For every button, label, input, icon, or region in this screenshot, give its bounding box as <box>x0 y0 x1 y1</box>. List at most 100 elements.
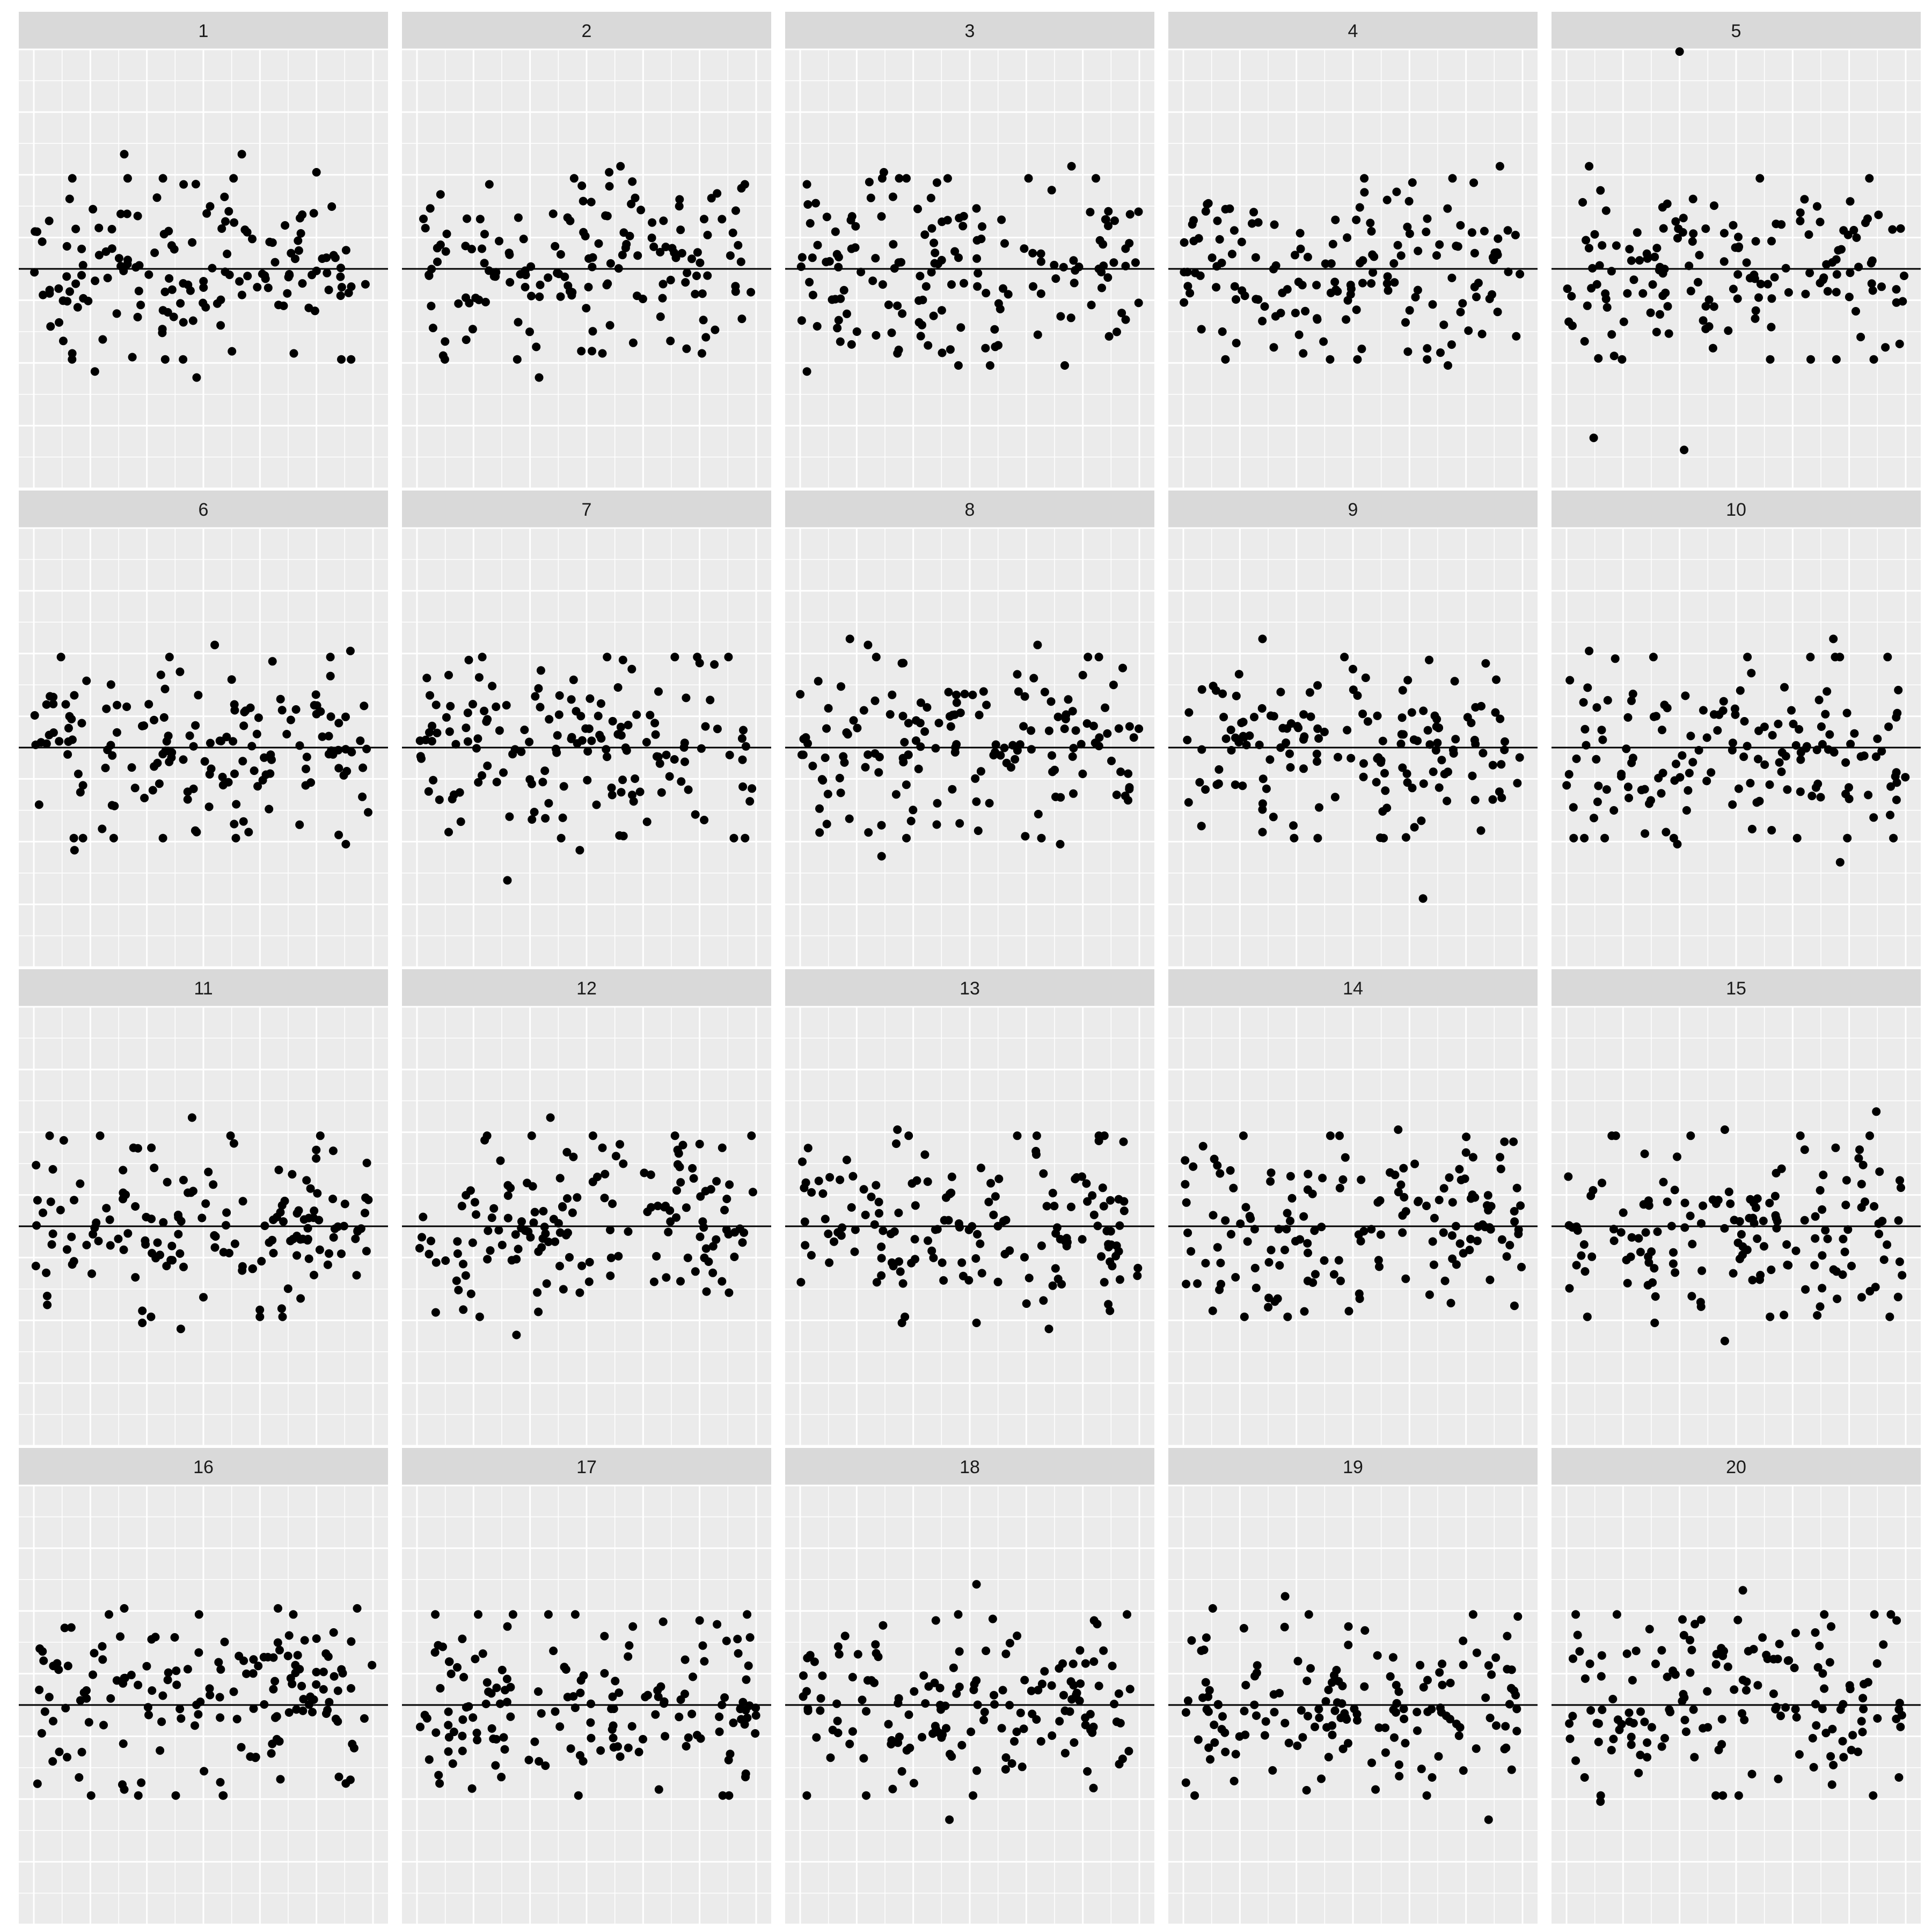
data-point <box>1217 1725 1226 1734</box>
data-point <box>1472 1648 1481 1657</box>
data-point <box>62 1245 71 1254</box>
data-point <box>1034 810 1043 818</box>
data-point <box>1423 1707 1432 1716</box>
data-point <box>1447 340 1456 349</box>
data-point <box>577 736 587 745</box>
data-point <box>935 1701 945 1710</box>
data-point <box>67 1623 76 1632</box>
data-point <box>121 1190 130 1199</box>
data-point <box>640 1168 649 1177</box>
data-point <box>921 1699 930 1708</box>
data-point <box>1895 1257 1904 1267</box>
data-point <box>1221 1216 1230 1225</box>
data-point <box>1843 1225 1853 1234</box>
data-point <box>130 784 140 793</box>
data-point <box>1837 245 1846 254</box>
data-point <box>1898 1271 1907 1280</box>
data-point <box>1218 1712 1227 1721</box>
data-point <box>61 700 70 709</box>
data-point <box>1201 1258 1210 1268</box>
data-point <box>341 745 350 754</box>
data-point <box>1221 204 1230 214</box>
data-point <box>299 1695 308 1704</box>
data-point <box>1496 1153 1504 1162</box>
data-point <box>1107 1240 1116 1249</box>
data-point <box>424 787 433 796</box>
data-point <box>1597 726 1606 735</box>
data-point <box>1609 1225 1618 1234</box>
data-point <box>194 1610 203 1619</box>
data-point <box>1832 270 1841 279</box>
data-point <box>45 1131 54 1140</box>
data-point <box>251 1753 260 1762</box>
data-point <box>1276 687 1285 697</box>
data-point <box>884 1719 893 1729</box>
data-point <box>243 228 252 237</box>
data-point <box>76 1696 85 1705</box>
data-point <box>492 778 501 787</box>
data-point <box>1468 1610 1477 1619</box>
data-point <box>751 1729 760 1738</box>
data-point <box>1234 670 1243 679</box>
data-point <box>1684 786 1693 795</box>
data-point <box>221 217 230 226</box>
data-point <box>1816 793 1825 802</box>
data-point <box>169 312 178 321</box>
data-point <box>1501 737 1509 746</box>
data-point <box>255 1312 265 1321</box>
data-point <box>462 293 470 302</box>
data-point <box>1497 760 1506 769</box>
data-point <box>1112 791 1121 800</box>
data-point <box>810 1657 819 1666</box>
data-point <box>1116 767 1125 777</box>
data-point <box>1865 1287 1875 1296</box>
data-point <box>1429 1260 1438 1269</box>
data-point <box>682 693 691 702</box>
data-point <box>889 1262 898 1271</box>
data-point <box>150 248 159 257</box>
data-point <box>679 743 689 752</box>
data-point <box>1854 262 1863 272</box>
data-point <box>331 253 340 262</box>
data-point <box>563 1693 572 1702</box>
data-point <box>1873 1714 1882 1723</box>
data-point <box>868 276 877 286</box>
data-point-extreme <box>1831 1143 1840 1152</box>
data-point <box>503 1213 513 1223</box>
data-point <box>872 1278 881 1287</box>
data-point <box>1804 230 1813 239</box>
data-point <box>39 1656 48 1665</box>
data-point <box>734 1649 743 1658</box>
data-point <box>808 762 817 771</box>
data-point <box>1338 1175 1348 1184</box>
data-point-extreme <box>1596 1797 1605 1806</box>
data-point <box>478 244 486 253</box>
data-point <box>470 1198 479 1207</box>
data-point <box>736 257 745 266</box>
data-point <box>744 1661 753 1670</box>
data-point <box>264 283 273 292</box>
data-point <box>1641 1228 1650 1237</box>
data-point <box>311 690 320 699</box>
data-point <box>676 225 685 235</box>
data-point <box>586 694 595 703</box>
data-point <box>286 1674 295 1683</box>
data-point <box>1032 1715 1041 1724</box>
data-point <box>1283 1312 1292 1321</box>
data-point <box>731 206 740 215</box>
data-point <box>1789 720 1798 728</box>
data-point <box>834 262 843 272</box>
data-point <box>567 733 576 742</box>
data-point <box>1463 713 1472 722</box>
data-point <box>162 1262 171 1270</box>
data-point <box>1847 1746 1856 1754</box>
data-point <box>1832 288 1841 297</box>
facet-strip <box>402 12 771 49</box>
data-point <box>821 753 830 762</box>
data-point <box>535 292 544 301</box>
data-point <box>68 174 77 183</box>
data-point <box>107 225 116 233</box>
data-point <box>1434 1752 1443 1761</box>
data-point <box>1634 1768 1643 1777</box>
data-point <box>1770 1191 1780 1201</box>
